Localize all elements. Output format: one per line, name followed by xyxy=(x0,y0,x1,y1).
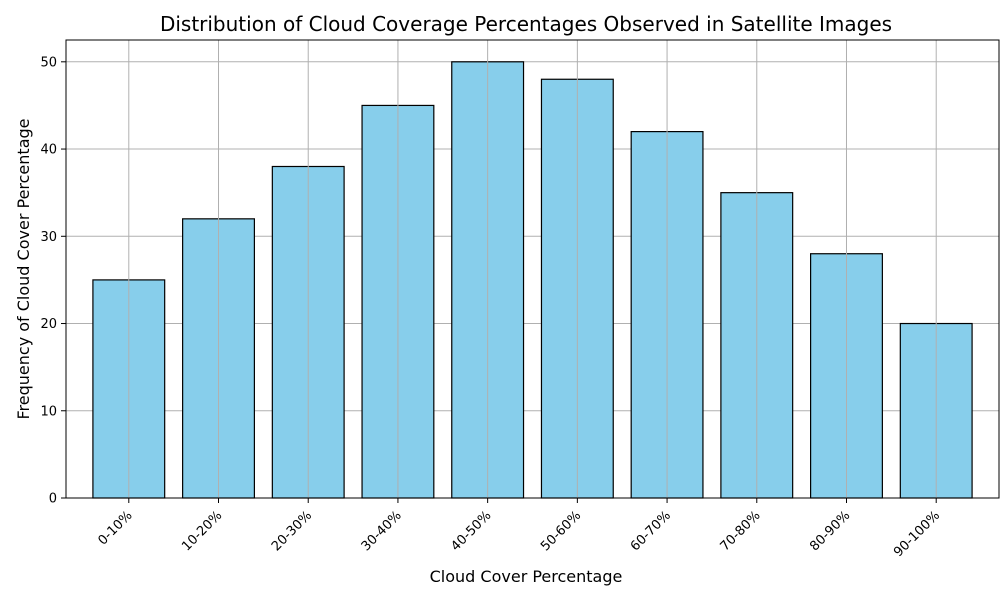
x-tick-label: 70-80% xyxy=(718,508,764,554)
x-tick-label: 0-10% xyxy=(95,508,135,548)
y-tick-label: 20 xyxy=(40,317,57,332)
x-axis-label: Cloud Cover Percentage xyxy=(430,567,623,586)
chart-title: Distribution of Cloud Coverage Percentag… xyxy=(160,12,892,36)
y-tick-label: 10 xyxy=(40,404,57,419)
x-tick-label: 80-90% xyxy=(807,508,853,554)
x-tick-label: 30-40% xyxy=(359,508,405,554)
y-tick-label: 0 xyxy=(49,492,57,507)
bars xyxy=(92,61,973,499)
y-axis: 0 10 20 30 40 50 xyxy=(40,55,66,507)
plot-area-frame xyxy=(65,39,1000,499)
x-tick-label: 50-60% xyxy=(538,508,584,554)
x-tick-label: 90-100% xyxy=(891,508,943,560)
x-axis: 0-10% 10-20% 20-30% 30-40% 40-50% 50-60% 60-70… xyxy=(95,498,943,560)
vertical-grid-lines xyxy=(128,40,937,498)
y-tick-label: 40 xyxy=(40,143,57,158)
x-tick-label: 60-70% xyxy=(628,508,674,554)
x-tick-label: 20-30% xyxy=(269,508,315,554)
y-axis-label: Frequency of Cloud Cover Percentage xyxy=(14,119,33,420)
y-tick-label: 50 xyxy=(40,55,57,70)
x-tick-label: 40-50% xyxy=(448,508,494,554)
y-tick-label: 30 xyxy=(40,230,57,245)
x-tick-label: 10-20% xyxy=(179,508,225,554)
